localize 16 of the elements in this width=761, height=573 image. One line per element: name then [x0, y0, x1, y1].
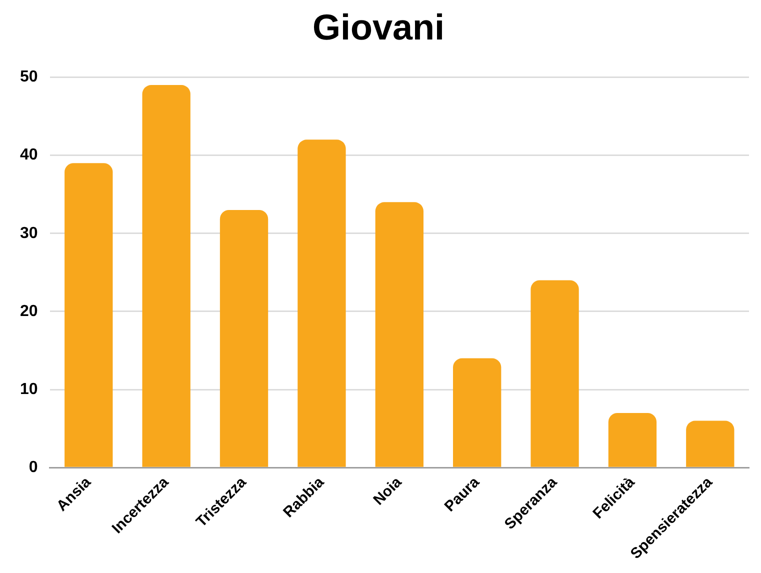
- y-tick-label: 10: [20, 380, 38, 398]
- y-tick-label: 0: [28, 459, 38, 476]
- bar: [375, 202, 424, 467]
- bar: [686, 420, 734, 467]
- y-tick-label: 40: [20, 146, 38, 164]
- bar: [64, 163, 113, 467]
- bar: [608, 412, 657, 467]
- chart-title: Giovani: [312, 6, 445, 48]
- bar: [220, 210, 268, 467]
- bar: [142, 85, 190, 467]
- bar: [298, 140, 346, 467]
- y-tick-label: 20: [20, 302, 38, 320]
- y-tick-label: 30: [20, 224, 38, 242]
- bar: [530, 280, 579, 467]
- bar: [453, 358, 502, 467]
- y-tick-label: 50: [20, 68, 38, 86]
